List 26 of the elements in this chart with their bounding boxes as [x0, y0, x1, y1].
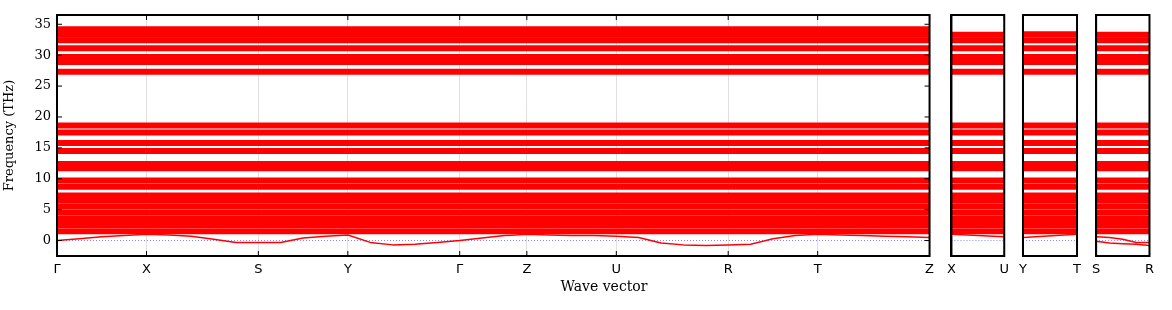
x-tick-label: S	[1091, 261, 1101, 277]
x-tick-label: U	[999, 261, 1009, 277]
x-tick-label: X	[947, 261, 956, 277]
x-tick-label: R	[1144, 261, 1155, 277]
x-tick-label: Γ	[53, 261, 62, 277]
x-tick-label: R	[723, 261, 733, 277]
y-tick-label: 20	[34, 108, 51, 124]
x-tick-label: Y	[1017, 261, 1027, 277]
y-axis-title: Frequency (THz)	[1, 79, 17, 192]
x-tick-label: Z	[925, 261, 935, 277]
x-tick-label: T	[812, 261, 822, 277]
y-tick-label: 25	[34, 77, 51, 93]
y-tick-label: 35	[34, 15, 51, 31]
y-tick-label: 15	[34, 139, 51, 155]
x-tick-label: Y	[342, 261, 352, 277]
x-tick-label: X	[142, 261, 152, 277]
y-tick-label: 5	[42, 201, 51, 217]
x-tick-label: U	[611, 261, 622, 277]
y-tick-label: 10	[34, 170, 51, 186]
y-tick-label: 30	[34, 46, 51, 62]
x-axis-title: Wave vector	[560, 277, 648, 294]
y-tick-label: 0	[42, 231, 51, 247]
x-tick-label: S	[254, 261, 263, 277]
x-tick-label: Z	[522, 261, 532, 277]
x-tick-label: Γ	[456, 261, 465, 277]
x-tick-label: T	[1072, 261, 1082, 277]
